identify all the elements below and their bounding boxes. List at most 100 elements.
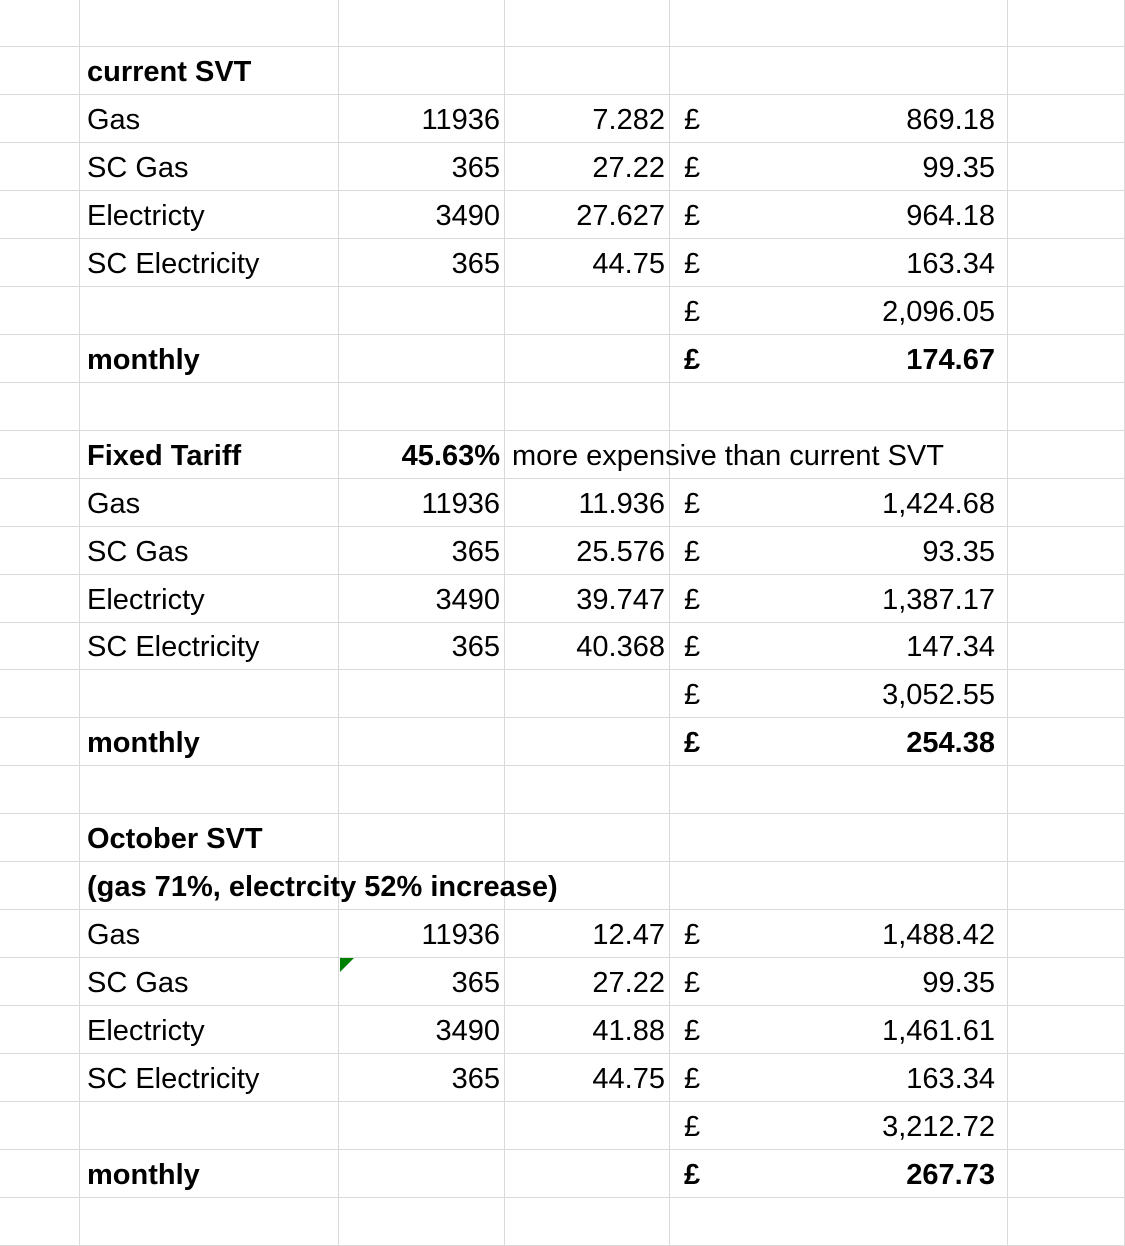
cell[interactable] [505, 622, 670, 670]
cell[interactable] [80, 574, 339, 622]
cell[interactable] [670, 1150, 1008, 1198]
cell[interactable] [80, 1150, 339, 1198]
cell[interactable] [505, 766, 670, 814]
cell[interactable] [339, 1006, 505, 1054]
cell[interactable] [670, 526, 1008, 574]
cell[interactable] [1008, 622, 1125, 670]
cell[interactable] [1008, 286, 1125, 334]
cell[interactable] [80, 862, 339, 910]
cell[interactable] [339, 766, 505, 814]
cell[interactable] [670, 958, 1008, 1006]
cell[interactable] [0, 1054, 80, 1102]
cell[interactable] [1008, 574, 1125, 622]
cell[interactable] [339, 670, 505, 718]
cell[interactable] [670, 574, 1008, 622]
cell[interactable] [670, 238, 1008, 286]
cell[interactable] [1008, 94, 1125, 142]
cell[interactable] [1008, 526, 1125, 574]
cell[interactable] [339, 862, 505, 910]
cell[interactable] [505, 382, 670, 430]
cell[interactable] [1008, 1150, 1125, 1198]
cell[interactable] [1008, 382, 1125, 430]
cell[interactable] [339, 142, 505, 190]
cell[interactable] [505, 1054, 670, 1102]
cell[interactable] [0, 1150, 80, 1198]
cell[interactable] [80, 526, 339, 574]
cell[interactable] [670, 766, 1008, 814]
cell[interactable] [0, 238, 80, 286]
cell[interactable] [339, 190, 505, 238]
cell[interactable] [505, 430, 670, 478]
cell[interactable] [505, 1006, 670, 1054]
cell[interactable] [1008, 1006, 1125, 1054]
cell[interactable] [670, 94, 1008, 142]
cell[interactable] [0, 0, 80, 46]
cell[interactable] [1008, 1198, 1125, 1245]
cell[interactable] [0, 334, 80, 382]
cell[interactable] [80, 718, 339, 766]
cell[interactable] [80, 1006, 339, 1054]
cell[interactable] [1008, 958, 1125, 1006]
cell[interactable] [1008, 814, 1125, 862]
cell[interactable] [80, 142, 339, 190]
cell[interactable] [670, 382, 1008, 430]
cell[interactable] [0, 622, 80, 670]
cell[interactable] [339, 478, 505, 526]
cell[interactable] [339, 382, 505, 430]
cell[interactable] [339, 1150, 505, 1198]
cell[interactable] [0, 94, 80, 142]
cell[interactable] [1008, 478, 1125, 526]
cell[interactable] [505, 670, 670, 718]
cell[interactable] [670, 190, 1008, 238]
cell[interactable] [1008, 1054, 1125, 1102]
cell[interactable] [0, 1006, 80, 1054]
cell[interactable] [505, 526, 670, 574]
cell[interactable] [505, 46, 670, 94]
cell[interactable] [1008, 46, 1125, 94]
cell[interactable] [0, 670, 80, 718]
cell[interactable] [505, 478, 670, 526]
cell[interactable] [0, 46, 80, 94]
cell[interactable] [505, 574, 670, 622]
cell[interactable] [339, 1198, 505, 1245]
cell[interactable] [670, 862, 1008, 910]
cell[interactable] [339, 910, 505, 958]
cell[interactable] [0, 814, 80, 862]
cell[interactable] [505, 1198, 670, 1245]
cell[interactable] [0, 958, 80, 1006]
cell[interactable] [80, 94, 339, 142]
cell[interactable] [670, 814, 1008, 862]
cell[interactable] [1008, 190, 1125, 238]
cell[interactable] [670, 334, 1008, 382]
cell[interactable] [670, 1006, 1008, 1054]
cell[interactable] [670, 1102, 1008, 1150]
cell[interactable] [339, 46, 505, 94]
cell[interactable] [80, 46, 339, 94]
cell[interactable] [0, 382, 80, 430]
cell[interactable] [505, 286, 670, 334]
cell[interactable] [80, 0, 339, 46]
cell[interactable] [505, 814, 670, 862]
cell[interactable] [505, 862, 670, 910]
cell[interactable] [670, 718, 1008, 766]
cell[interactable] [670, 1054, 1008, 1102]
cell[interactable] [505, 1102, 670, 1150]
cell[interactable] [0, 526, 80, 574]
cell[interactable] [1008, 910, 1125, 958]
cell[interactable] [80, 430, 339, 478]
cell[interactable] [339, 286, 505, 334]
cell[interactable] [505, 334, 670, 382]
cell[interactable] [1008, 766, 1125, 814]
cell[interactable] [339, 334, 505, 382]
cell[interactable] [670, 0, 1008, 46]
cell[interactable] [0, 1102, 80, 1150]
cell[interactable] [339, 814, 505, 862]
cell[interactable] [670, 430, 1008, 478]
cell[interactable] [505, 1150, 670, 1198]
cell[interactable] [505, 190, 670, 238]
cell[interactable] [670, 910, 1008, 958]
cell[interactable] [505, 142, 670, 190]
cell[interactable] [0, 478, 80, 526]
cell[interactable] [80, 382, 339, 430]
